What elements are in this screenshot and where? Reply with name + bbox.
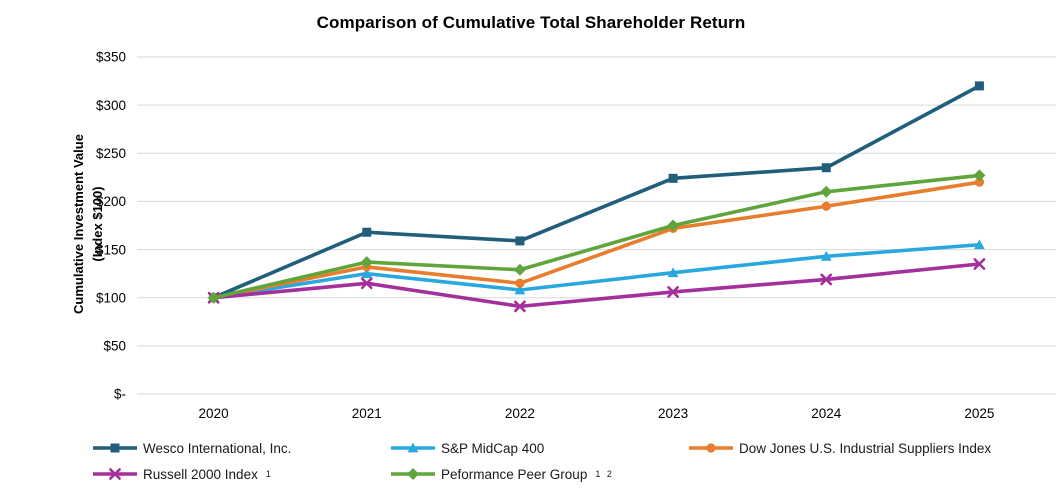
- legend-label: Peformance Peer Group: [441, 466, 588, 482]
- legend-marker-triangle-icon: [391, 442, 435, 453]
- data-point-marker-x: [820, 273, 833, 286]
- y-tick-label: $-: [114, 387, 126, 402]
- data-point-marker-triangle: [407, 442, 419, 453]
- x-tick-label: 2022: [505, 406, 535, 421]
- y-tick-label: $150: [96, 242, 126, 257]
- series-line: [211, 262, 982, 309]
- legend-marker-circle-icon: [689, 443, 733, 453]
- legend-label: S&P MidCap 400: [441, 440, 545, 456]
- x-tick-label: 2024: [811, 406, 842, 421]
- legend-label-superscript: 1: [265, 469, 273, 479]
- legend-item-russell-2000-index: Russell 2000 Index 1: [92, 464, 273, 484]
- data-point-marker-triangle: [667, 267, 679, 278]
- series-dow-jones-u-s-industrial-suppliers-index: [208, 177, 985, 303]
- x-tick-label: 2020: [199, 406, 229, 421]
- data-point-marker-triangle: [820, 250, 832, 261]
- data-point-marker-x: [514, 300, 526, 313]
- y-tick-label: $300: [96, 98, 126, 113]
- legend-marker-diamond-icon: [391, 468, 435, 480]
- data-point-marker-diamond: [973, 169, 986, 182]
- legend-label: Dow Jones U.S. Industrial Suppliers Inde…: [739, 440, 992, 456]
- legend-label: Russell 2000 Index: [143, 466, 258, 482]
- data-point-marker-x: [109, 468, 121, 480]
- x-tick-label: 2023: [658, 406, 688, 421]
- legend-label-superscript: 1 2: [595, 469, 614, 479]
- x-tick-label: 2025: [964, 406, 994, 421]
- series-line: [211, 180, 982, 300]
- legend-marker-x-icon: [93, 468, 137, 480]
- y-tick-label: $250: [96, 146, 126, 161]
- x-tick-label: 2021: [352, 406, 382, 421]
- data-point-marker-diamond: [360, 256, 373, 269]
- data-point-marker-diamond: [407, 468, 419, 480]
- data-point-marker-square: [974, 81, 984, 91]
- legend-item-wesco-international-inc: Wesco International, Inc.: [92, 438, 291, 458]
- series-peformance-peer-group: [207, 169, 986, 304]
- legend-marker-square-icon: [93, 443, 137, 453]
- data-point-marker-circle: [974, 177, 985, 187]
- chart-plot-area: $350 $300 $250 $200 $150 $100 $50 $- 2020 2021 202…: [96, 50, 1056, 421]
- legend-label: Wesco International, Inc.: [143, 440, 292, 456]
- series-line: [211, 173, 982, 300]
- data-point-marker-diamond: [207, 291, 220, 304]
- chart-title: Comparison of Cumulative Total Sharehold…: [316, 13, 746, 32]
- series-line: [211, 84, 982, 300]
- chart-legend: Wesco International, Inc. S&P MidCap 400 D…: [0, 438, 1062, 492]
- y-tick-label: $350: [96, 50, 126, 65]
- legend-item-peformance-peer-group: Peformance Peer Group 1 2: [390, 464, 614, 484]
- series-wesco-international-inc: [209, 81, 984, 303]
- y-tick-label: $50: [103, 339, 126, 354]
- y-tick-label: $100: [96, 290, 126, 305]
- data-point-marker-x: [667, 286, 679, 298]
- data-point-marker-triangle: [514, 284, 526, 295]
- series-line: [211, 242, 982, 300]
- data-point-marker-square: [110, 443, 120, 453]
- data-point-marker-triangle: [974, 239, 985, 250]
- legend-item-s-p-midcap-400: S&P MidCap 400: [390, 438, 544, 458]
- legend-item-dow-jones-u-s-industrial-suppliers-index: Dow Jones U.S. Industrial Suppliers Inde…: [688, 438, 991, 458]
- data-point-marker-square: [668, 173, 678, 183]
- data-point-marker-square: [821, 163, 831, 173]
- data-point-marker-circle: [821, 201, 831, 211]
- data-point-marker-diamond: [667, 219, 680, 232]
- series-russell-2000-index: [207, 258, 986, 313]
- data-point-marker-square: [362, 227, 372, 237]
- data-point-marker-triangle: [361, 268, 373, 279]
- data-point-marker-diamond: [513, 263, 526, 276]
- data-point-marker-diamond: [820, 185, 833, 198]
- y-tick-label: $200: [96, 194, 126, 209]
- data-point-marker-square: [515, 236, 525, 246]
- data-point-marker-x: [973, 258, 986, 270]
- data-point-marker-circle: [706, 443, 716, 453]
- data-point-marker-x: [360, 277, 373, 290]
- data-point-marker-circle: [515, 278, 525, 288]
